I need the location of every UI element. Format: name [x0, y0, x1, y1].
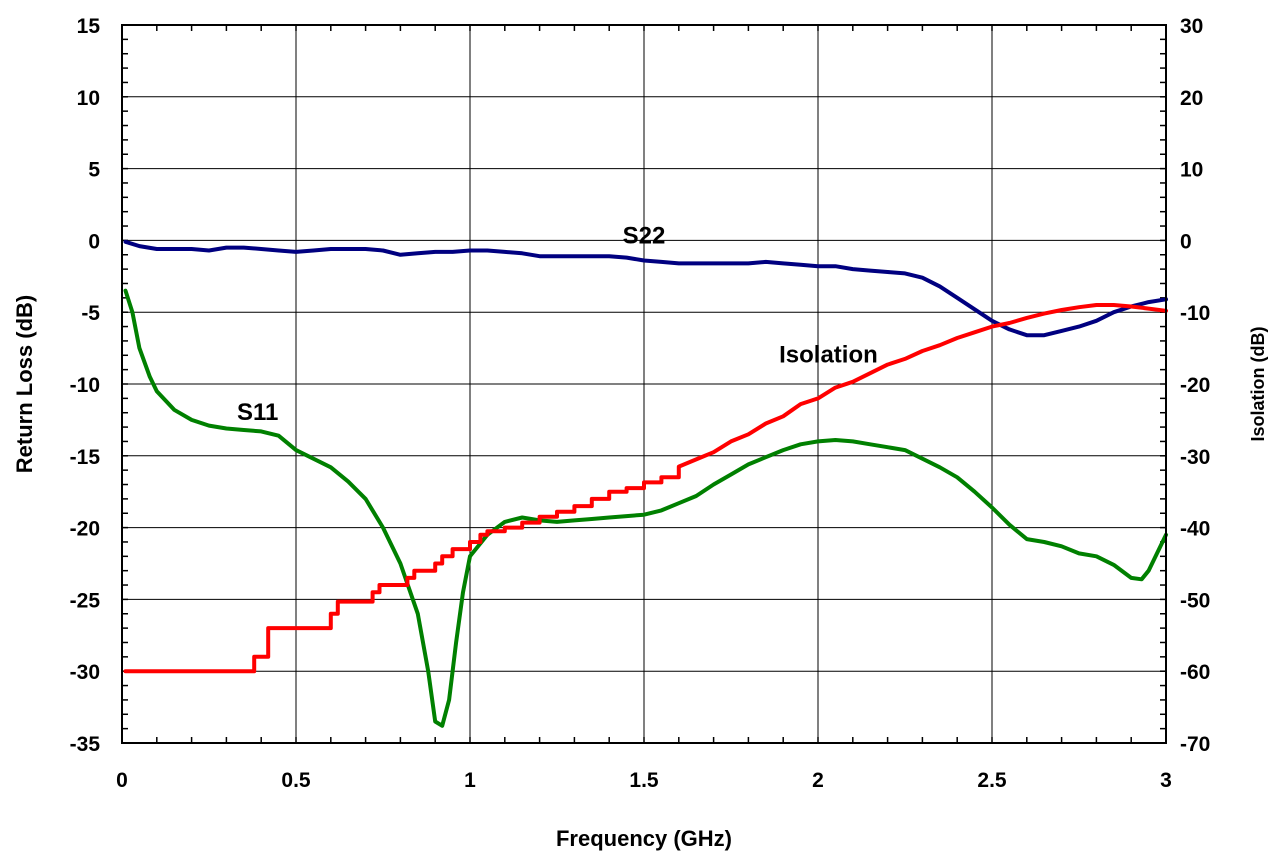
y2-tick-label: -30 — [1180, 446, 1210, 469]
y-axis-title: Return Loss (dB) — [12, 295, 37, 473]
y2-tick-label: -40 — [1180, 518, 1210, 541]
y2-tick-label: 10 — [1180, 159, 1203, 182]
plot-frame — [121, 24, 1167, 744]
x-tick-label: 1 — [464, 769, 476, 792]
series-line-s22 — [123, 239, 1168, 338]
x-tick-label: 2 — [812, 769, 824, 792]
series-annotations: S22 Isolation S11 — [237, 222, 878, 426]
series-line-s11 — [123, 288, 1168, 728]
x-tick-label: 2.5 — [977, 769, 1007, 792]
y2-tick-label: -50 — [1180, 589, 1210, 612]
y2-tick-label: 20 — [1180, 87, 1203, 110]
y2-tick-label: -20 — [1180, 374, 1210, 397]
y2-tick-labels: 30 20 10 0 -10 -20 -30 -40 -50 -60 -70 — [1180, 15, 1210, 756]
y2-tick-label: -60 — [1180, 661, 1210, 684]
y-tick-label: -35 — [70, 733, 101, 756]
y-tick-label: -10 — [70, 374, 100, 397]
series-line-isolation — [123, 303, 1168, 674]
series-label-s22: S22 — [623, 222, 666, 249]
y2-tick-label: 30 — [1180, 15, 1203, 38]
x-tick-label: 1.5 — [629, 769, 659, 792]
x-tick-label: 0 — [116, 769, 128, 792]
y-tick-label: 5 — [88, 159, 100, 182]
y2-tick-label: -70 — [1180, 733, 1210, 756]
y2-tick-label: -10 — [1180, 302, 1210, 325]
series-label-isolation: Isolation — [779, 341, 878, 368]
y-tick-labels: 15 10 5 0 -5 -10 -15 -20 -25 -30 -35 — [70, 15, 101, 756]
y-tick-label: 10 — [77, 87, 100, 110]
y-tick-label: -20 — [70, 518, 100, 541]
x-axis-title: Frequency (GHz) — [556, 826, 732, 851]
y2-axis-title: Isolation (dB) — [1248, 327, 1268, 442]
y-tick-label: -5 — [81, 302, 100, 325]
x-tick-label: 3 — [1160, 769, 1172, 792]
grid — [121, 24, 1167, 744]
y2-tick-label: 0 — [1180, 230, 1192, 253]
y-tick-label: 15 — [77, 15, 101, 38]
y-tick-label: -15 — [70, 446, 101, 469]
y-tick-label: -30 — [70, 661, 100, 684]
x-tick-label: 0.5 — [281, 769, 311, 792]
y-tick-label: 0 — [88, 230, 100, 253]
series-label-s11: S11 — [237, 399, 278, 426]
y-tick-label: -25 — [70, 589, 101, 612]
x-tick-labels: 0 0.5 1 1.5 2 2.5 3 — [116, 769, 1172, 792]
series-lines — [123, 239, 1168, 728]
